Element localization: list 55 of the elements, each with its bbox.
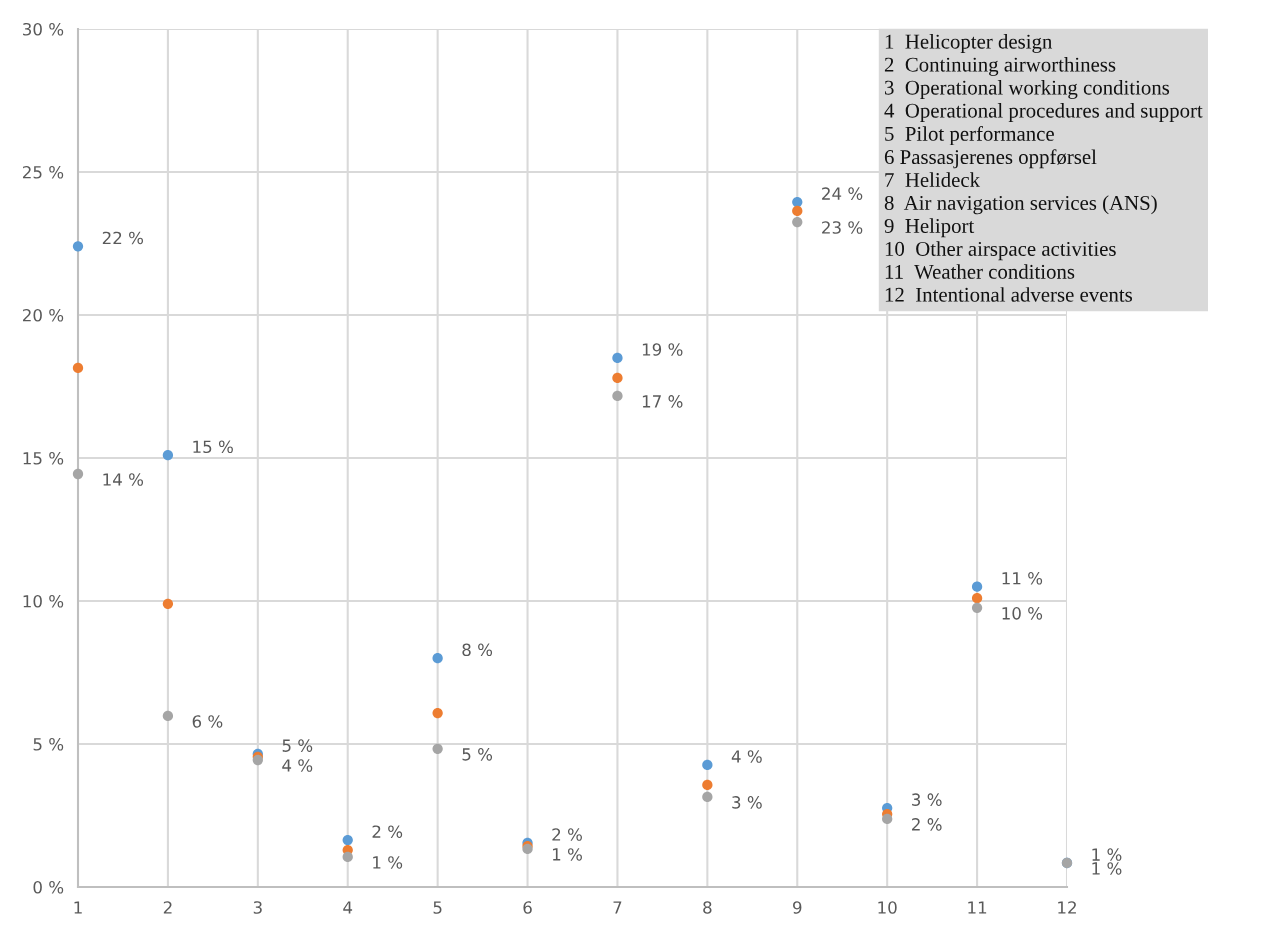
annotation: 12 Intentional adverse events: [885, 287, 1133, 302]
data-label: 3 %: [912, 793, 942, 806]
data-label: 15 %: [193, 440, 233, 454]
data-label: 10 %: [1002, 607, 1043, 620]
data-label: 2 %: [912, 818, 942, 831]
annotation: 5 Pilot performance: [885, 126, 1054, 146]
y-tick-label: 5 %: [33, 737, 64, 751]
annotation: 3 Operational working conditions: [885, 80, 1170, 99]
data-label: 14 %: [103, 473, 144, 486]
x-tick-label: 8: [703, 901, 712, 914]
data-label: 5 %: [462, 748, 493, 761]
x-tick-label: 7: [613, 901, 622, 914]
data-label: 1 %: [1092, 862, 1122, 875]
data-label: 4 %: [731, 750, 762, 763]
x-tick-label: 3: [253, 901, 262, 914]
data-label: 17 %: [642, 395, 683, 408]
data-label: 1 %: [1092, 848, 1122, 861]
data-label: 8 %: [462, 643, 493, 657]
y-tick-label: 15 %: [23, 451, 64, 465]
data-label: 24 %: [822, 187, 863, 200]
annotation: 7 Helideck: [885, 172, 981, 188]
annotation: 1 Helicopter design: [885, 34, 1053, 53]
y-tick-label: 20 %: [22, 308, 64, 322]
y-tick-label: 30 %: [23, 22, 64, 36]
data-label: 19 %: [642, 343, 683, 356]
data-label: 4 %: [282, 759, 313, 772]
annotation: 6 Passasjerenes oppførsel: [884, 149, 1097, 169]
data-label: 6 %: [192, 715, 223, 728]
data-label: 3 %: [732, 796, 762, 809]
y-tick-label: 10 %: [23, 594, 64, 608]
data-label: 5 %: [282, 739, 313, 752]
x-tick-label: 10: [878, 901, 897, 914]
annotation: 10 Other airspace activities: [885, 241, 1116, 261]
x-tick-label: 1: [74, 901, 82, 914]
data-label: 1 %: [552, 848, 582, 861]
x-tick-label: 11: [968, 901, 987, 914]
x-tick-label: 12: [1058, 901, 1076, 914]
data-label: 2 %: [372, 825, 403, 838]
annotation: 11 Weather conditions: [885, 264, 1075, 279]
x-tick-label: 2: [163, 901, 172, 914]
y-tick-label: 0 %: [33, 880, 64, 894]
x-tick-label: 5: [433, 901, 442, 914]
annotation: 9 Heliport: [884, 218, 975, 238]
annotation: 4 Operational procedures and support: [884, 103, 1203, 122]
data-label: 23 %: [822, 221, 863, 234]
x-tick-label: 4: [343, 901, 353, 914]
data-label: 11 %: [1002, 571, 1043, 585]
annotation: 8 Air navigation services (ANS): [884, 195, 1157, 215]
x-tick-label: 6: [523, 901, 532, 914]
annotation: 2 Continuing airworthiness: [884, 57, 1116, 76]
data-label: 1 %: [373, 856, 403, 869]
data-label: 22 %: [102, 231, 144, 245]
x-tick-label: 9: [793, 901, 802, 914]
data-label: 2 %: [552, 828, 582, 841]
y-tick-label: 25 %: [22, 165, 64, 179]
